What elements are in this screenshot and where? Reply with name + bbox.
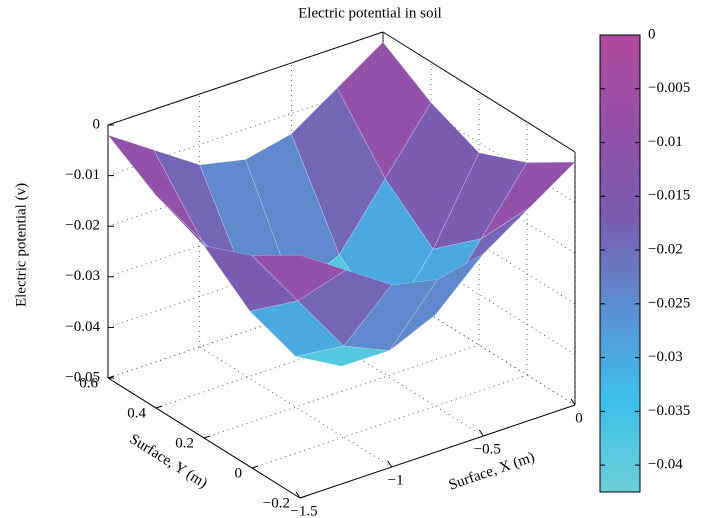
z-tick-label: −0.02 [65, 218, 100, 234]
colorbar-tick-label: −0.015 [648, 188, 690, 204]
colorbar: −0.04 −0.035 −0.03 −0.025 −0.02 −0.015 −0.01 −0… [599, 26, 690, 493]
axes-front: −0.05 −0.04 −0.03 −0.02 −0.01 0 −0.2 0 0.2 0.4 0.6… [65, 116, 582, 518]
colorbar-tick-label: −0.04 [648, 457, 683, 473]
x-tick [478, 429, 484, 437]
colorbar-tick-label: −0.025 [648, 295, 690, 311]
surface-patch [295, 345, 390, 367]
x-tick-label: −1.5 [290, 503, 317, 518]
grid-line [107, 82, 384, 176]
colorbar-tick-label: −0.01 [648, 134, 683, 150]
x-tick [387, 460, 393, 468]
y-tick [251, 465, 259, 469]
grid-line [107, 31, 384, 126]
z-tick-label: −0.01 [65, 167, 100, 183]
y-tick [203, 435, 211, 439]
colorbar-tick-label: −0.005 [648, 80, 690, 96]
colorbar-tick-label: −0.03 [648, 349, 683, 365]
x-tick [295, 491, 301, 499]
y-tick-label: 0 [235, 465, 243, 481]
y-tick-label: 0.2 [175, 435, 194, 451]
colorbar-tick-label: −0.035 [648, 403, 690, 419]
z-tick-label: 0 [93, 116, 101, 132]
y-tick-label: 0.6 [79, 375, 98, 391]
surface-patch [251, 254, 347, 302]
y-tick [155, 405, 163, 409]
surface [107, 41, 576, 367]
y-tick-label: −0.2 [263, 495, 290, 511]
grid-line [107, 284, 384, 379]
box-edge [382, 31, 576, 153]
y-axis-label: Surface, Y (m) [127, 431, 210, 491]
x-tick [570, 398, 576, 406]
z-tick-label: −0.03 [65, 268, 100, 284]
z-tick-label: −0.05 [65, 369, 100, 385]
y-tick [107, 375, 115, 379]
y-tick-label: 0.4 [127, 405, 146, 421]
grid-line [155, 314, 432, 409]
surface-patch [107, 134, 203, 241]
grid-line [203, 344, 480, 439]
x-tick-label: 0 [575, 410, 583, 426]
z-axis-label: Electric potential (v) [13, 183, 29, 307]
z-tick-label: −0.04 [65, 319, 100, 335]
surface-patch [480, 161, 576, 239]
colorbar-tick-label: 0 [648, 26, 656, 42]
x-tick-label: −1 [388, 472, 404, 488]
colorbar-tick-label: −0.02 [648, 241, 683, 257]
x-tick-label: −0.5 [474, 441, 501, 457]
x-axis [299, 404, 576, 499]
chart-title: Electric potential in soil [298, 5, 442, 21]
grid-line [251, 374, 528, 469]
surface-patch [297, 269, 393, 347]
colorbar-scale [599, 34, 641, 493]
y-tick [299, 495, 307, 499]
